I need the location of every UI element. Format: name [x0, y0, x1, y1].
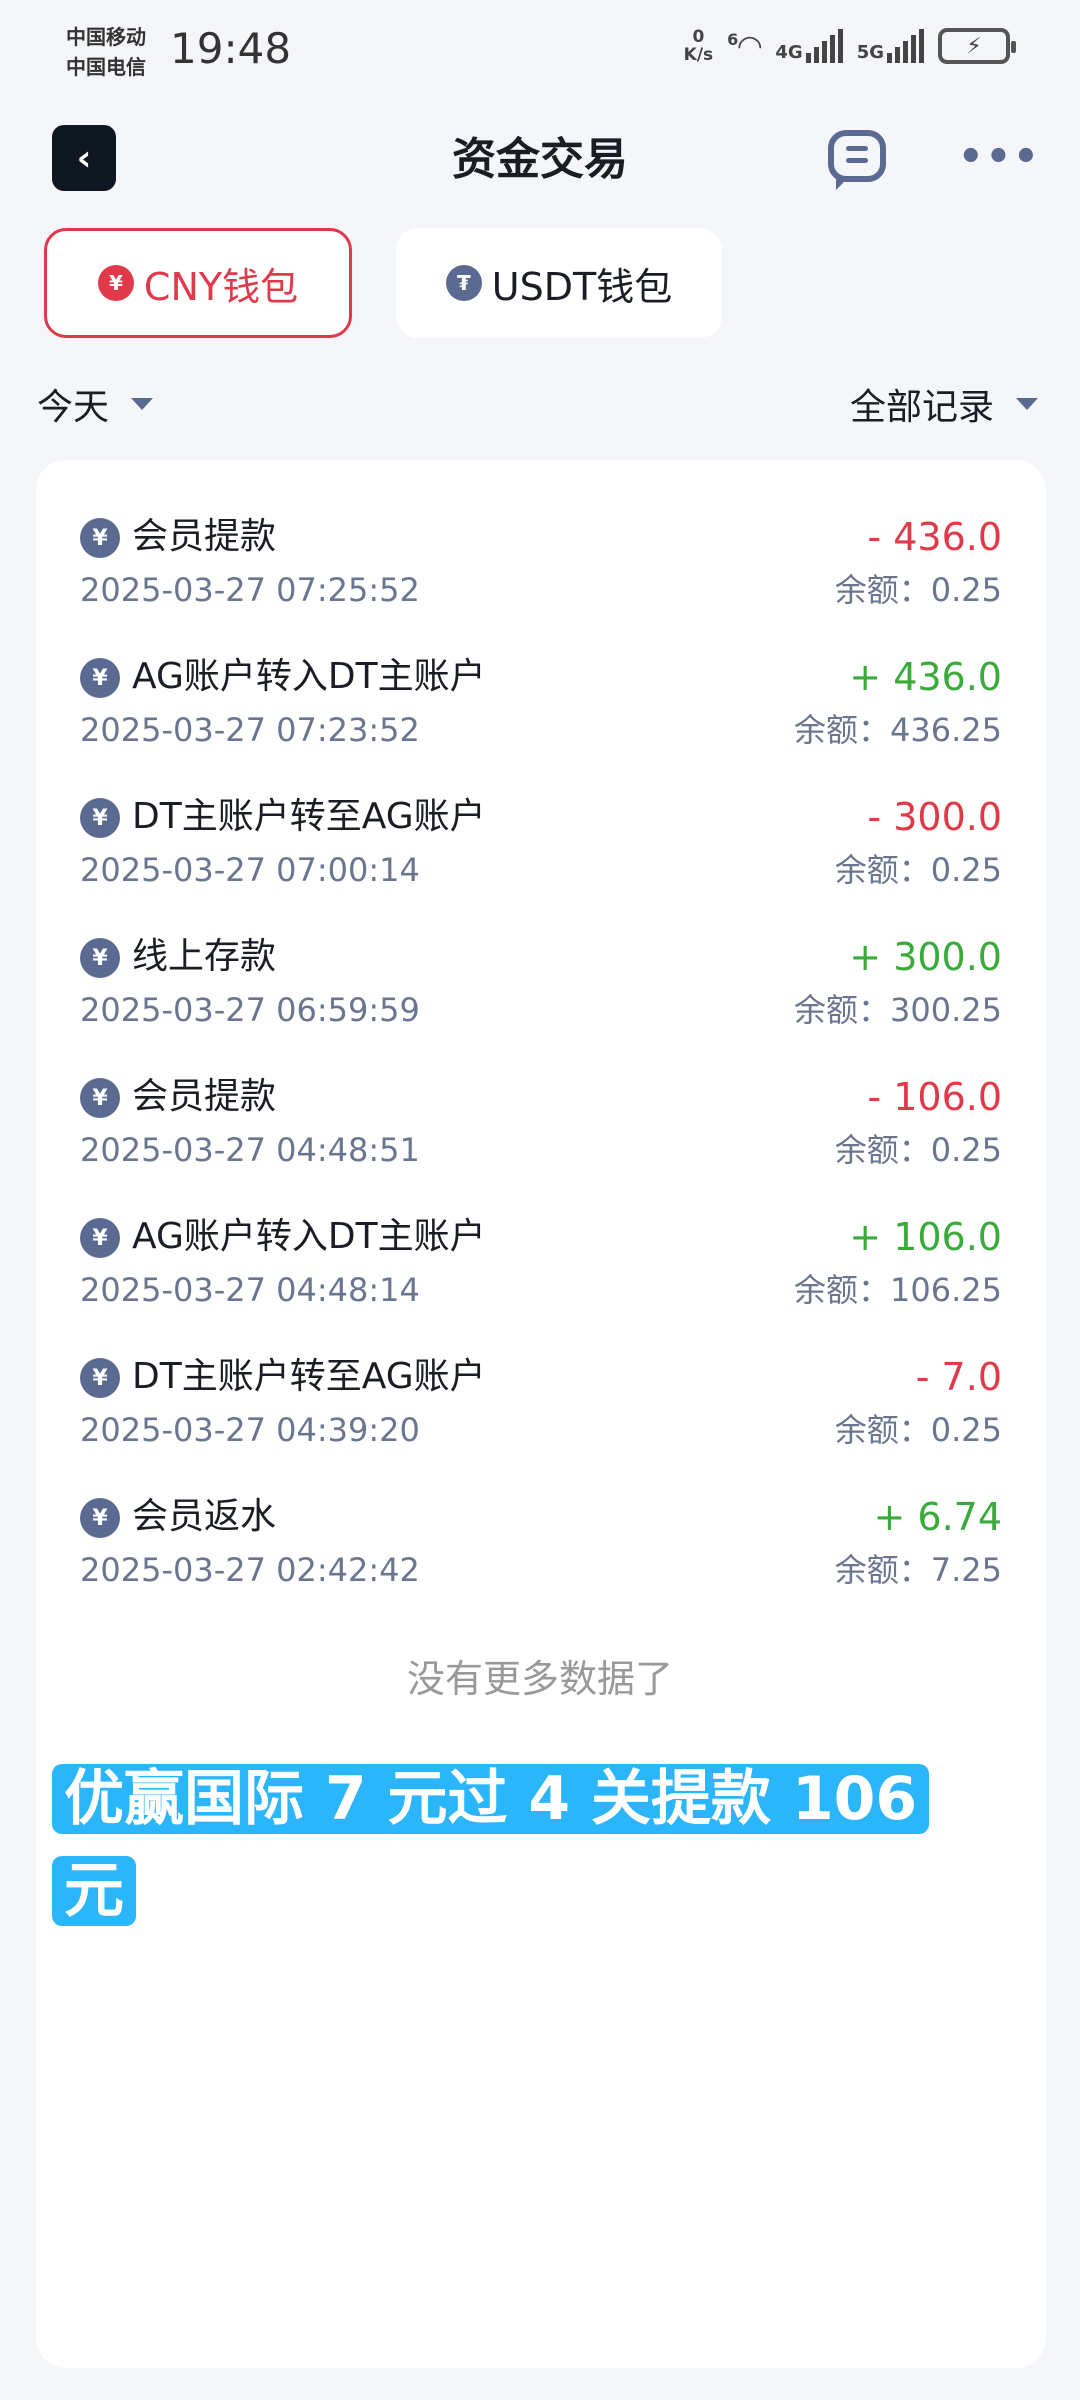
transaction-row[interactable]: ¥ 会员返水 2025-03-27 02:42:42 + 6.74 余额：7.25 — [80, 1460, 1002, 1600]
yuan-icon: ¥ — [80, 658, 120, 698]
transaction-balance: 余额：300.25 — [794, 991, 1002, 1029]
transaction-balance: 余额：0.25 — [834, 571, 1002, 609]
caret-down-icon — [131, 398, 154, 410]
transaction-row[interactable]: ¥ 会员提款 2025-03-27 04:48:51 - 106.0 余额：0.25 — [80, 1040, 1002, 1180]
chevron-left-icon: ‹ — [76, 137, 92, 179]
date-filter-dropdown[interactable]: 今天 — [37, 378, 154, 430]
status-time: 19:48 — [170, 24, 292, 73]
transaction-name: 会员提款 — [132, 516, 277, 557]
transaction-name: AG账户转入DT主账户 — [132, 656, 486, 697]
transaction-amount: - 106.0 — [867, 1075, 1002, 1119]
transaction-amount: - 300.0 — [867, 795, 1002, 839]
transaction-balance: 余额：0.25 — [834, 1411, 1002, 1449]
more-dots-icon[interactable]: ••• — [958, 134, 1041, 180]
carrier-1: 中国移动 — [66, 25, 146, 49]
yuan-icon: ¥ — [80, 938, 120, 978]
transaction-balance: 余额：7.25 — [834, 1551, 1002, 1589]
yuan-icon: ¥ — [80, 518, 120, 558]
transaction-date: 2025-03-27 04:39:20 — [80, 1411, 420, 1449]
no-more-data-text: 没有更多数据了 — [406, 1657, 673, 1701]
transaction-row[interactable]: ¥ AG账户转入DT主账户 2025-03-27 07:23:52 + 436.0 余额… — [80, 620, 1002, 760]
transaction-amount: + 436.0 — [849, 655, 1002, 699]
transaction-name: 线上存款 — [132, 936, 277, 977]
carrier-labels: 中国移动 中国电信 — [66, 22, 146, 82]
transaction-amount: + 6.74 — [873, 1495, 1002, 1539]
net-speed: 0 K/s — [683, 27, 714, 65]
yuan-icon: ¥ — [80, 1498, 120, 1538]
yuan-icon: ¥ — [80, 1218, 120, 1258]
yuan-coin-icon: ¥ — [97, 265, 134, 301]
transaction-name: AG账户转入DT主账户 — [132, 1216, 486, 1257]
caret-down-icon — [1016, 398, 1038, 410]
transaction-date: 2025-03-27 07:23:52 — [80, 711, 420, 749]
tab-label: CNY钱包 — [143, 264, 299, 309]
yuan-icon: ¥ — [80, 798, 120, 838]
signal-4g-icon: 4G — [775, 29, 843, 63]
transaction-amount: - 436.0 — [867, 515, 1002, 559]
yuan-icon: ¥ — [80, 1358, 120, 1398]
yuan-icon: ¥ — [80, 1078, 120, 1118]
type-filter-label: 全部记录 — [849, 387, 994, 428]
overlay-caption: 优赢国际 7 元过 4 关提款 106 元 — [52, 1753, 952, 1937]
transaction-name: 会员返水 — [132, 1496, 277, 1537]
transaction-row[interactable]: ¥ 线上存款 2025-03-27 06:59:59 + 300.0 余额：300.25 — [80, 900, 1002, 1040]
tab-label: USDT钱包 — [491, 264, 673, 309]
carrier-2: 中国电信 — [66, 55, 146, 79]
battery-charging-icon: ⚡ — [938, 28, 1016, 64]
transaction-amount: + 300.0 — [849, 935, 1002, 979]
date-filter-label: 今天 — [37, 387, 110, 428]
transaction-balance: 余额：106.25 — [794, 1271, 1002, 1309]
transaction-balance: 余额：436.25 — [794, 711, 1002, 749]
transaction-date: 2025-03-27 04:48:51 — [80, 1131, 420, 1169]
transaction-list: ¥ 会员提款 2025-03-27 07:25:52 - 436.0 余额：0.25 ¥ A… — [36, 460, 1046, 2368]
tether-coin-icon: ₮ — [445, 265, 482, 301]
wifi-icon: 6◠ — [727, 28, 762, 64]
transaction-balance: 余额：0.25 — [834, 851, 1002, 889]
back-button[interactable]: ‹ — [52, 125, 116, 191]
transaction-row[interactable]: ¥ AG账户转入DT主账户 2025-03-27 04:48:14 + 106.0 余额… — [80, 1180, 1002, 1320]
transaction-date: 2025-03-27 06:59:59 — [80, 991, 420, 1029]
transaction-row[interactable]: ¥ 会员提款 2025-03-27 07:25:52 - 436.0 余额：0.25 — [80, 480, 1002, 620]
transaction-date: 2025-03-27 07:00:14 — [80, 851, 420, 889]
transaction-row[interactable]: ¥ DT主账户转至AG账户 2025-03-27 04:39:20 - 7.0 余额：0… — [80, 1320, 1002, 1460]
tab-cny-wallet[interactable]: ¥ CNY钱包 — [44, 228, 352, 338]
transaction-balance: 余额：0.25 — [834, 1131, 1002, 1169]
type-filter-dropdown[interactable]: 全部记录 — [850, 378, 1038, 430]
signal-5g-icon: 5G — [857, 29, 924, 63]
status-icons: 0 K/s 6◠ 4G 5G ⚡ — [683, 27, 1016, 65]
transaction-name: DT主账户转至AG账户 — [132, 796, 486, 837]
transaction-name: 会员提款 — [132, 1076, 277, 1117]
tab-usdt-wallet[interactable]: ₮ USDT钱包 — [396, 228, 722, 338]
transaction-row[interactable]: ¥ DT主账户转至AG账户 2025-03-27 07:00:14 - 300.0 余额… — [80, 760, 1002, 900]
page-title: 资金交易 — [452, 134, 628, 185]
transaction-date: 2025-03-27 07:25:52 — [80, 571, 420, 609]
transaction-amount: - 7.0 — [915, 1355, 1002, 1399]
transaction-name: DT主账户转至AG账户 — [132, 1356, 486, 1397]
message-icon[interactable] — [828, 130, 886, 190]
transaction-date: 2025-03-27 04:48:14 — [80, 1271, 420, 1309]
transaction-amount: + 106.0 — [849, 1215, 1002, 1259]
transaction-date: 2025-03-27 02:42:42 — [80, 1551, 420, 1589]
